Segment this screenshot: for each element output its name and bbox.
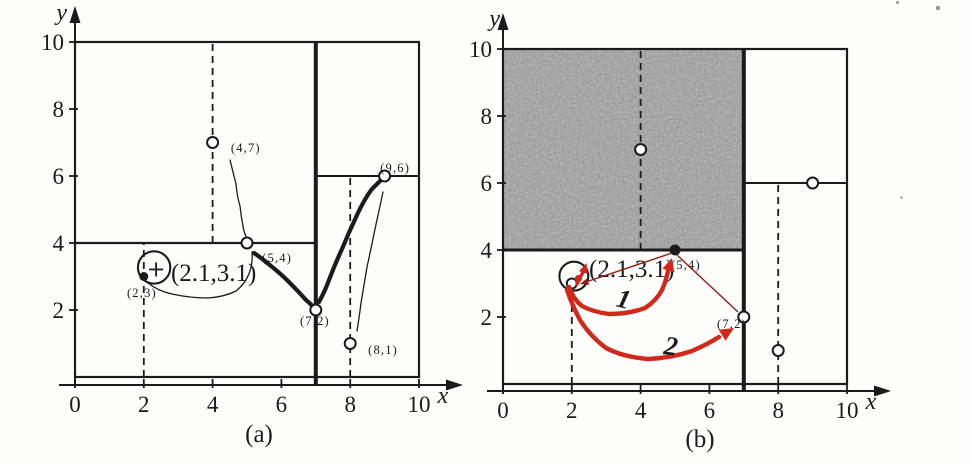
x-tick-label: 0 (69, 392, 81, 417)
distance-line-54-to-query (582, 252, 673, 284)
data-point-open-8-1 (771, 344, 785, 357)
search-path-54-to-72-thick (251, 250, 317, 311)
backtrack-arrow-1 (566, 268, 671, 317)
query-point-circle (136, 250, 172, 285)
b-y-axis-label: y (487, 6, 500, 32)
bounding-box (73, 40, 421, 379)
x-tick-label: 6 (276, 392, 288, 417)
y-tick-label: 8 (53, 97, 65, 122)
distance-line-query-arrowhead-icon (580, 278, 590, 285)
query-point-circle (558, 260, 590, 292)
x-tick-label: 8 (772, 398, 784, 423)
y-tick-label: 6 (481, 171, 493, 196)
x-tick-label: 4 (635, 398, 647, 423)
b-red-annotations: 1 2 (564, 252, 739, 362)
data-point-open-5-4 (240, 236, 254, 250)
x-tick-label: 10 (836, 398, 859, 423)
query-point-label: (2.1,3.1) (589, 256, 674, 283)
point-coord-label: (9,6) (380, 161, 410, 175)
backtrack-arrow-2 (564, 287, 722, 362)
y-tick-label: 4 (53, 231, 65, 256)
a-caption: (a) (245, 421, 273, 448)
x-tick-label: 0 (497, 398, 509, 423)
data-point-filled-5-4 (669, 244, 681, 256)
search-path-72-to-96-thick (316, 177, 384, 305)
scan-speck (936, 6, 940, 10)
search-path-23-to-54 (147, 251, 253, 299)
a-points: (2,3) (4,7) (5,4) (7,2) (8,1) (9,6) (2.1,3.1) (127, 136, 410, 357)
b-caption: (b) (685, 426, 714, 453)
data-point-open-4-7 (634, 143, 648, 156)
b-points: (5,4) (7,2) (2.1,3.1) (558, 143, 820, 357)
point-coord-label: (8,1) (368, 343, 398, 357)
a-search-paths (147, 159, 384, 332)
backtrack-arrow-2-head-icon (718, 328, 734, 341)
data-point-open-9-6 (378, 169, 392, 183)
y-tick-label: 6 (53, 164, 65, 189)
x-axis-arrowhead-icon (874, 385, 891, 397)
y-axis-arrowhead-icon (497, 13, 509, 30)
y-tick-label: 10 (41, 30, 64, 55)
point-coord-label: (4,7) (231, 141, 261, 155)
x-axis-arrowhead-icon (446, 379, 463, 391)
a-y-axis-label: y (54, 0, 67, 26)
point-coord-label: (7,2) (300, 314, 330, 328)
x-tick-label: 2 (138, 392, 150, 417)
search-path-96-to-81 (356, 191, 384, 332)
point-coord-label: (7,2) (717, 317, 747, 331)
b-base: 0 2 4 6 8 10 2 4 6 8 10 (469, 13, 891, 423)
data-point-open-7-2 (737, 310, 751, 324)
distance-line-54-to-72 (676, 254, 739, 313)
y-tick-label: 10 (469, 37, 492, 62)
a-x-axis-label: x (437, 383, 449, 409)
data-point-open-9-6 (806, 176, 820, 190)
x-tick-label: 8 (344, 392, 356, 417)
scan-speck (896, 1, 899, 4)
x-tick-label: 6 (704, 398, 716, 423)
x-tick-label: 10 (408, 392, 431, 417)
panel-b-plot: 0 2 4 6 8 10 2 4 6 8 10 (5,4) (7,2) (2.1,3.1) 1 2 (469, 6, 891, 453)
a-base: 0 2 4 6 8 10 2 4 6 8 10 (41, 6, 463, 417)
shaded-region-noise (503, 49, 744, 250)
data-point-open-7-2 (309, 303, 323, 317)
query-small-arrowhead-icon (579, 263, 588, 274)
y-tick-label: 8 (481, 104, 493, 129)
scan-speck (900, 196, 903, 199)
panel-b: 0 2 4 6 8 10 2 4 6 8 10 (5,4) (7,2) (2.1,3.1) 1 2 (469, 0, 970, 465)
x-tick-label: 4 (207, 392, 219, 417)
x-tick-label: 2 (566, 398, 578, 423)
y-tick-label: 2 (53, 298, 65, 323)
backtrack-arrow-1-head-icon (662, 258, 675, 273)
y-tick-label: 2 (481, 305, 493, 330)
backtrack-step-2-label: 2 (661, 330, 680, 362)
point-coord-label: (5,4) (262, 251, 292, 265)
point-coord-label: (2,3) (127, 286, 157, 300)
point-coord-label: (5,4) (671, 258, 701, 272)
panel-a: 0 2 4 6 8 10 2 4 6 8 10 (2,3) (4,7) (5,4) (7,2) (8,1)(… (41, 0, 463, 448)
data-point-open-4-7 (206, 136, 220, 149)
y-tick-label: 4 (481, 238, 493, 263)
y-axis-arrowhead-icon (69, 6, 81, 23)
search-path-47-to-54 (229, 159, 249, 241)
query-point-label: (2.1,3.1) (171, 260, 256, 287)
data-point-open-8-1 (343, 337, 357, 350)
b-x-axis-label: x (865, 389, 877, 415)
